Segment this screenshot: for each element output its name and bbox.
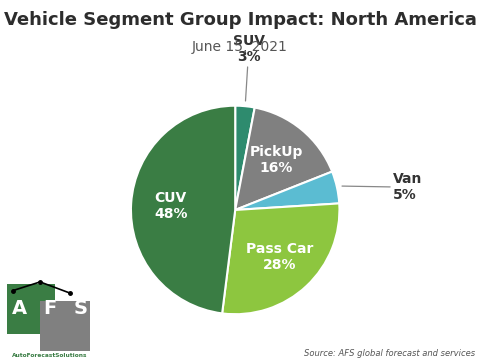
Wedge shape bbox=[235, 108, 332, 210]
Wedge shape bbox=[235, 172, 339, 210]
Text: Vehicle Segment Group Impact: North America: Vehicle Segment Group Impact: North Amer… bbox=[3, 11, 477, 29]
Text: A: A bbox=[12, 299, 27, 318]
Text: Pass Car
28%: Pass Car 28% bbox=[246, 242, 313, 272]
Text: CUV
48%: CUV 48% bbox=[154, 191, 187, 221]
FancyBboxPatch shape bbox=[40, 301, 90, 352]
Text: SUV
3%: SUV 3% bbox=[233, 34, 265, 101]
Wedge shape bbox=[131, 106, 235, 313]
Text: S: S bbox=[73, 299, 87, 318]
Text: Van
5%: Van 5% bbox=[342, 172, 422, 202]
Text: Source: AFS global forecast and services: Source: AFS global forecast and services bbox=[304, 349, 475, 358]
Text: AutoForecastSolutions: AutoForecastSolutions bbox=[12, 353, 88, 358]
Text: June 15, 2021: June 15, 2021 bbox=[192, 40, 288, 54]
Wedge shape bbox=[222, 203, 339, 314]
Wedge shape bbox=[235, 106, 255, 210]
FancyBboxPatch shape bbox=[7, 284, 55, 334]
Text: PickUp
16%: PickUp 16% bbox=[250, 145, 303, 175]
Text: F: F bbox=[44, 299, 57, 318]
